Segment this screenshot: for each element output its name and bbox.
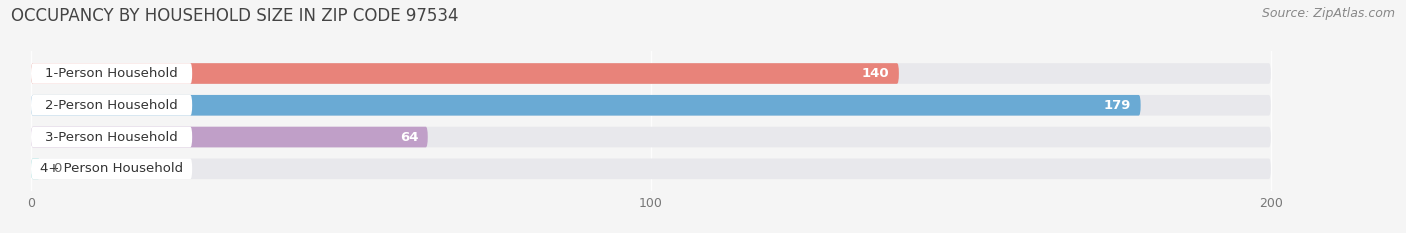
Text: 0: 0	[52, 162, 60, 175]
Text: 3-Person Household: 3-Person Household	[45, 130, 179, 144]
Text: 64: 64	[399, 130, 419, 144]
Text: 179: 179	[1104, 99, 1132, 112]
Text: 2-Person Household: 2-Person Household	[45, 99, 179, 112]
FancyBboxPatch shape	[31, 127, 1271, 147]
FancyBboxPatch shape	[31, 158, 1271, 179]
Text: 140: 140	[862, 67, 890, 80]
FancyBboxPatch shape	[31, 127, 193, 147]
FancyBboxPatch shape	[31, 95, 193, 116]
Text: 1-Person Household: 1-Person Household	[45, 67, 179, 80]
Text: 4+ Person Household: 4+ Person Household	[39, 162, 183, 175]
FancyBboxPatch shape	[31, 63, 1271, 84]
FancyBboxPatch shape	[31, 63, 898, 84]
Text: OCCUPANCY BY HOUSEHOLD SIZE IN ZIP CODE 97534: OCCUPANCY BY HOUSEHOLD SIZE IN ZIP CODE …	[11, 7, 458, 25]
FancyBboxPatch shape	[31, 95, 1271, 116]
FancyBboxPatch shape	[31, 158, 41, 179]
FancyBboxPatch shape	[31, 63, 193, 84]
Text: Source: ZipAtlas.com: Source: ZipAtlas.com	[1261, 7, 1395, 20]
FancyBboxPatch shape	[31, 95, 1140, 116]
FancyBboxPatch shape	[31, 158, 193, 179]
FancyBboxPatch shape	[31, 127, 427, 147]
